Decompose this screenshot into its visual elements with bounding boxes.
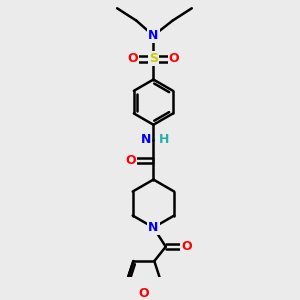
Text: N: N [148, 29, 159, 42]
Text: O: O [169, 52, 179, 65]
Text: O: O [181, 240, 192, 253]
Text: N: N [141, 133, 152, 146]
Text: O: O [139, 287, 149, 300]
Text: N: N [148, 221, 159, 234]
Text: O: O [125, 154, 136, 167]
Text: O: O [128, 52, 138, 65]
Text: H: H [159, 133, 169, 146]
Text: S: S [149, 52, 158, 65]
